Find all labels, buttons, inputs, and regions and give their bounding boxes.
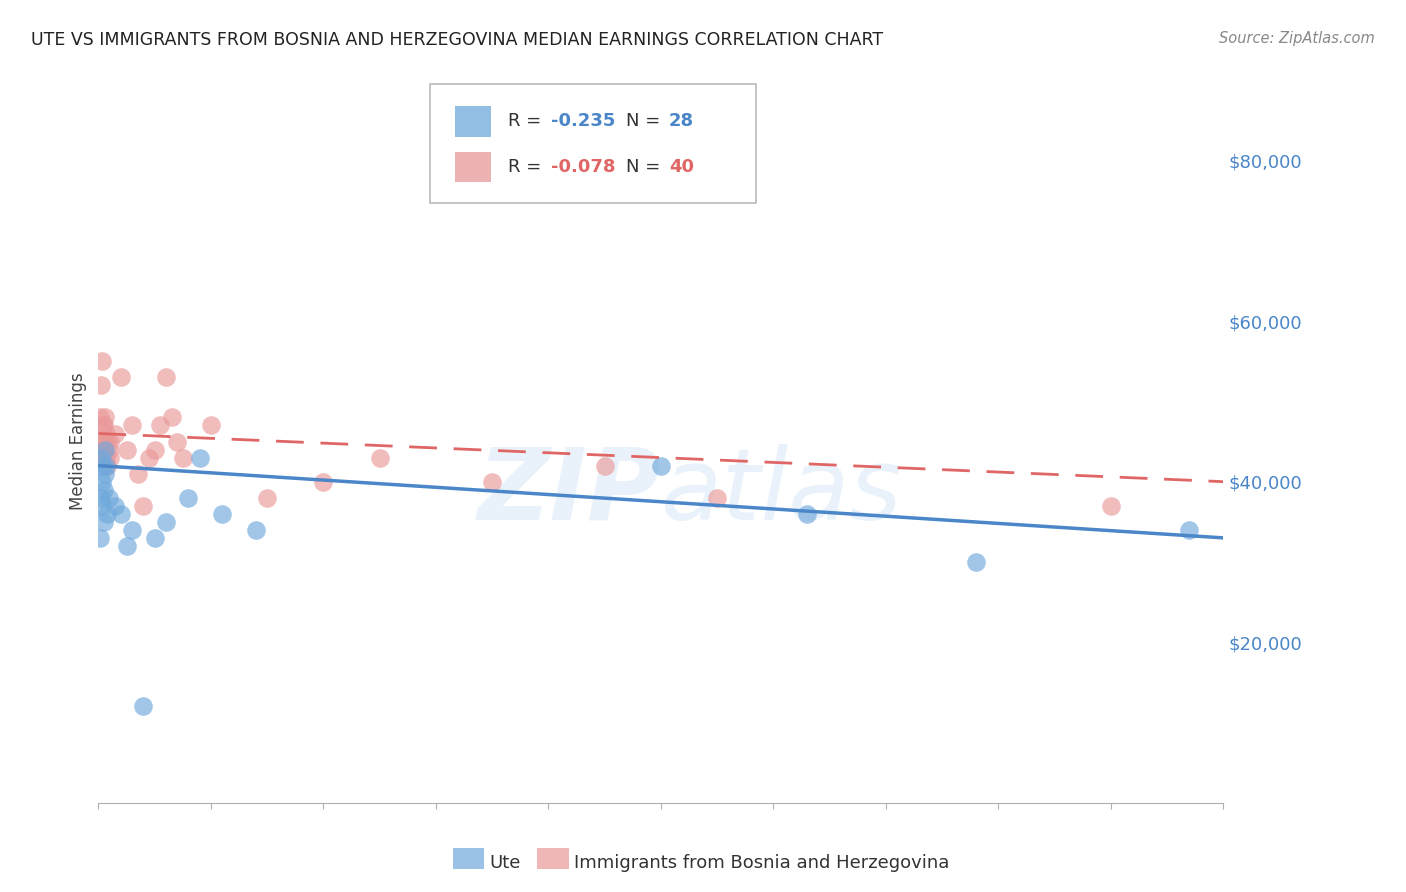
Text: Source: ZipAtlas.com: Source: ZipAtlas.com xyxy=(1219,31,1375,46)
Point xyxy=(96,507,118,521)
Point xyxy=(91,442,114,457)
Point xyxy=(650,458,672,473)
Point xyxy=(93,515,115,529)
Point xyxy=(90,499,112,513)
Point xyxy=(965,555,987,569)
Point xyxy=(98,450,121,465)
Text: 40: 40 xyxy=(669,158,693,176)
Point xyxy=(90,354,112,368)
Point xyxy=(143,442,166,457)
Point xyxy=(796,507,818,521)
Point xyxy=(245,523,267,537)
FancyBboxPatch shape xyxy=(430,84,756,203)
Point xyxy=(94,467,117,481)
Point xyxy=(96,426,118,441)
Point xyxy=(104,426,127,441)
Point xyxy=(155,515,177,529)
Point xyxy=(166,434,188,449)
FancyBboxPatch shape xyxy=(453,847,484,870)
Point xyxy=(211,507,233,521)
Point xyxy=(89,531,111,545)
Point xyxy=(98,434,121,449)
Point xyxy=(110,370,132,384)
Point xyxy=(177,491,200,505)
Point xyxy=(97,491,120,505)
Text: UTE VS IMMIGRANTS FROM BOSNIA AND HERZEGOVINA MEDIAN EARNINGS CORRELATION CHART: UTE VS IMMIGRANTS FROM BOSNIA AND HERZEG… xyxy=(31,31,883,49)
Point xyxy=(368,450,391,465)
Point xyxy=(1178,523,1201,537)
Text: N =: N = xyxy=(626,158,666,176)
Point xyxy=(94,410,117,425)
Point xyxy=(89,434,111,449)
Point xyxy=(96,434,118,449)
Point xyxy=(90,475,112,489)
Point xyxy=(115,442,138,457)
Text: R =: R = xyxy=(508,112,547,130)
Text: N =: N = xyxy=(626,112,666,130)
Point xyxy=(90,378,112,392)
Text: atlas: atlas xyxy=(661,443,903,541)
Point xyxy=(127,467,149,481)
Point xyxy=(93,434,115,449)
Y-axis label: Median Earnings: Median Earnings xyxy=(69,373,87,510)
Point xyxy=(96,458,118,473)
Point xyxy=(155,370,177,384)
Text: 28: 28 xyxy=(669,112,693,130)
Point xyxy=(97,442,120,457)
Point xyxy=(90,491,112,505)
FancyBboxPatch shape xyxy=(537,847,568,870)
Point xyxy=(96,450,118,465)
Point xyxy=(593,458,616,473)
Point xyxy=(121,523,143,537)
Text: Ute: Ute xyxy=(489,855,522,872)
FancyBboxPatch shape xyxy=(456,152,491,182)
Point xyxy=(93,483,115,497)
Point xyxy=(110,507,132,521)
Point xyxy=(200,418,222,433)
Point xyxy=(89,410,111,425)
Point xyxy=(1099,499,1122,513)
Point xyxy=(188,450,211,465)
Point xyxy=(160,410,183,425)
Text: -0.235: -0.235 xyxy=(551,112,614,130)
Point xyxy=(104,499,127,513)
Point xyxy=(312,475,335,489)
Point xyxy=(256,491,278,505)
Point xyxy=(115,539,138,553)
Point xyxy=(90,450,112,465)
Point xyxy=(96,458,118,473)
Text: Immigrants from Bosnia and Herzegovina: Immigrants from Bosnia and Herzegovina xyxy=(574,855,949,872)
Point xyxy=(172,450,194,465)
Point xyxy=(94,450,117,465)
Text: -0.078: -0.078 xyxy=(551,158,614,176)
Point xyxy=(121,418,143,433)
Point xyxy=(149,418,172,433)
Point xyxy=(706,491,728,505)
Point xyxy=(90,442,112,457)
Point xyxy=(481,475,503,489)
Point xyxy=(138,450,160,465)
Point xyxy=(93,418,115,433)
Point xyxy=(132,499,155,513)
Point xyxy=(143,531,166,545)
Text: R =: R = xyxy=(508,158,547,176)
Point xyxy=(91,458,114,473)
Text: ZIP: ZIP xyxy=(478,443,661,541)
Point xyxy=(91,418,114,433)
Point xyxy=(94,442,117,457)
FancyBboxPatch shape xyxy=(456,106,491,136)
Point xyxy=(132,699,155,714)
Point xyxy=(90,450,112,465)
